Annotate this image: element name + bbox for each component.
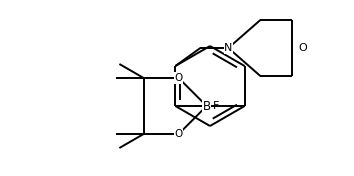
- Text: N: N: [224, 43, 233, 53]
- Text: O: O: [175, 129, 183, 139]
- Text: B: B: [202, 99, 211, 112]
- Text: F: F: [213, 101, 220, 111]
- Text: O: O: [175, 73, 183, 83]
- Text: O: O: [298, 43, 307, 53]
